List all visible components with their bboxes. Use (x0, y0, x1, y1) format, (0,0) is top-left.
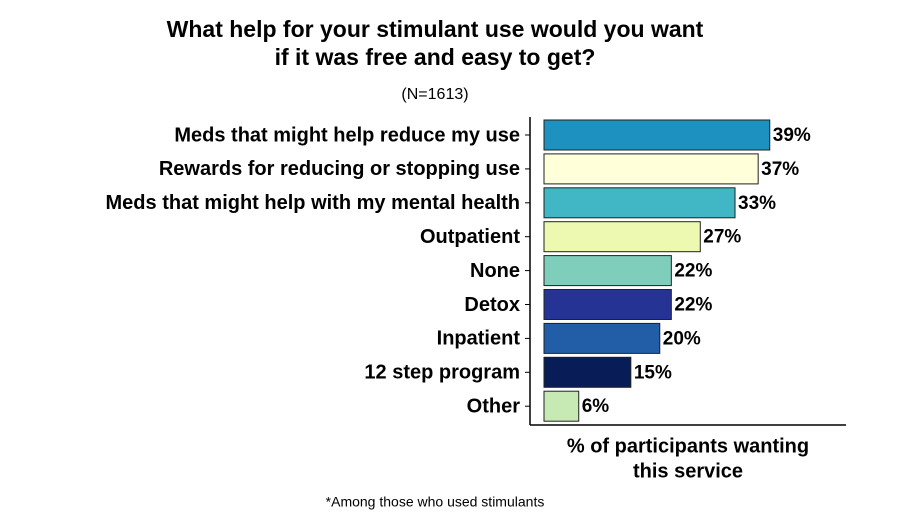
y-tick-label: Rewards for reducing or stopping use (159, 158, 520, 180)
y-tick-label: Meds that might help with my mental heal… (106, 192, 520, 214)
bar (543, 289, 672, 320)
y-tick-label: None (470, 260, 520, 282)
bar (543, 390, 580, 422)
x-axis-label: % of participants wanting (567, 435, 809, 457)
footnote: *Among those who used stimulants (326, 494, 545, 510)
value-label: 15% (634, 362, 672, 383)
bar (543, 255, 672, 287)
y-tick-label: Detox (464, 294, 520, 316)
value-label: 22% (674, 295, 712, 316)
value-label: 33% (738, 193, 776, 214)
chart-title: What help for your stimulant use would y… (167, 16, 704, 42)
value-label: 22% (674, 261, 712, 282)
bar (543, 119, 771, 151)
bar (543, 356, 632, 388)
y-tick-label: Meds that might help reduce my use (174, 124, 520, 146)
bar (543, 322, 661, 354)
y-tick-label: Other (467, 395, 521, 417)
x-axis-label: this service (633, 460, 743, 482)
chart-title: if it was free and easy to get? (275, 44, 596, 70)
y-tick-label: 12 step program (364, 362, 520, 384)
value-label: 20% (663, 328, 701, 349)
value-label: 6% (582, 396, 610, 417)
value-label: 27% (703, 227, 741, 248)
bar (543, 153, 759, 185)
chart-subtitle: (N=1613) (401, 86, 468, 103)
y-tick-label: Outpatient (420, 226, 520, 248)
y-tick-label: Inpatient (437, 328, 521, 350)
value-label: 37% (761, 159, 799, 180)
bar (543, 221, 701, 253)
value-label: 39% (773, 125, 811, 146)
bar (543, 187, 736, 219)
